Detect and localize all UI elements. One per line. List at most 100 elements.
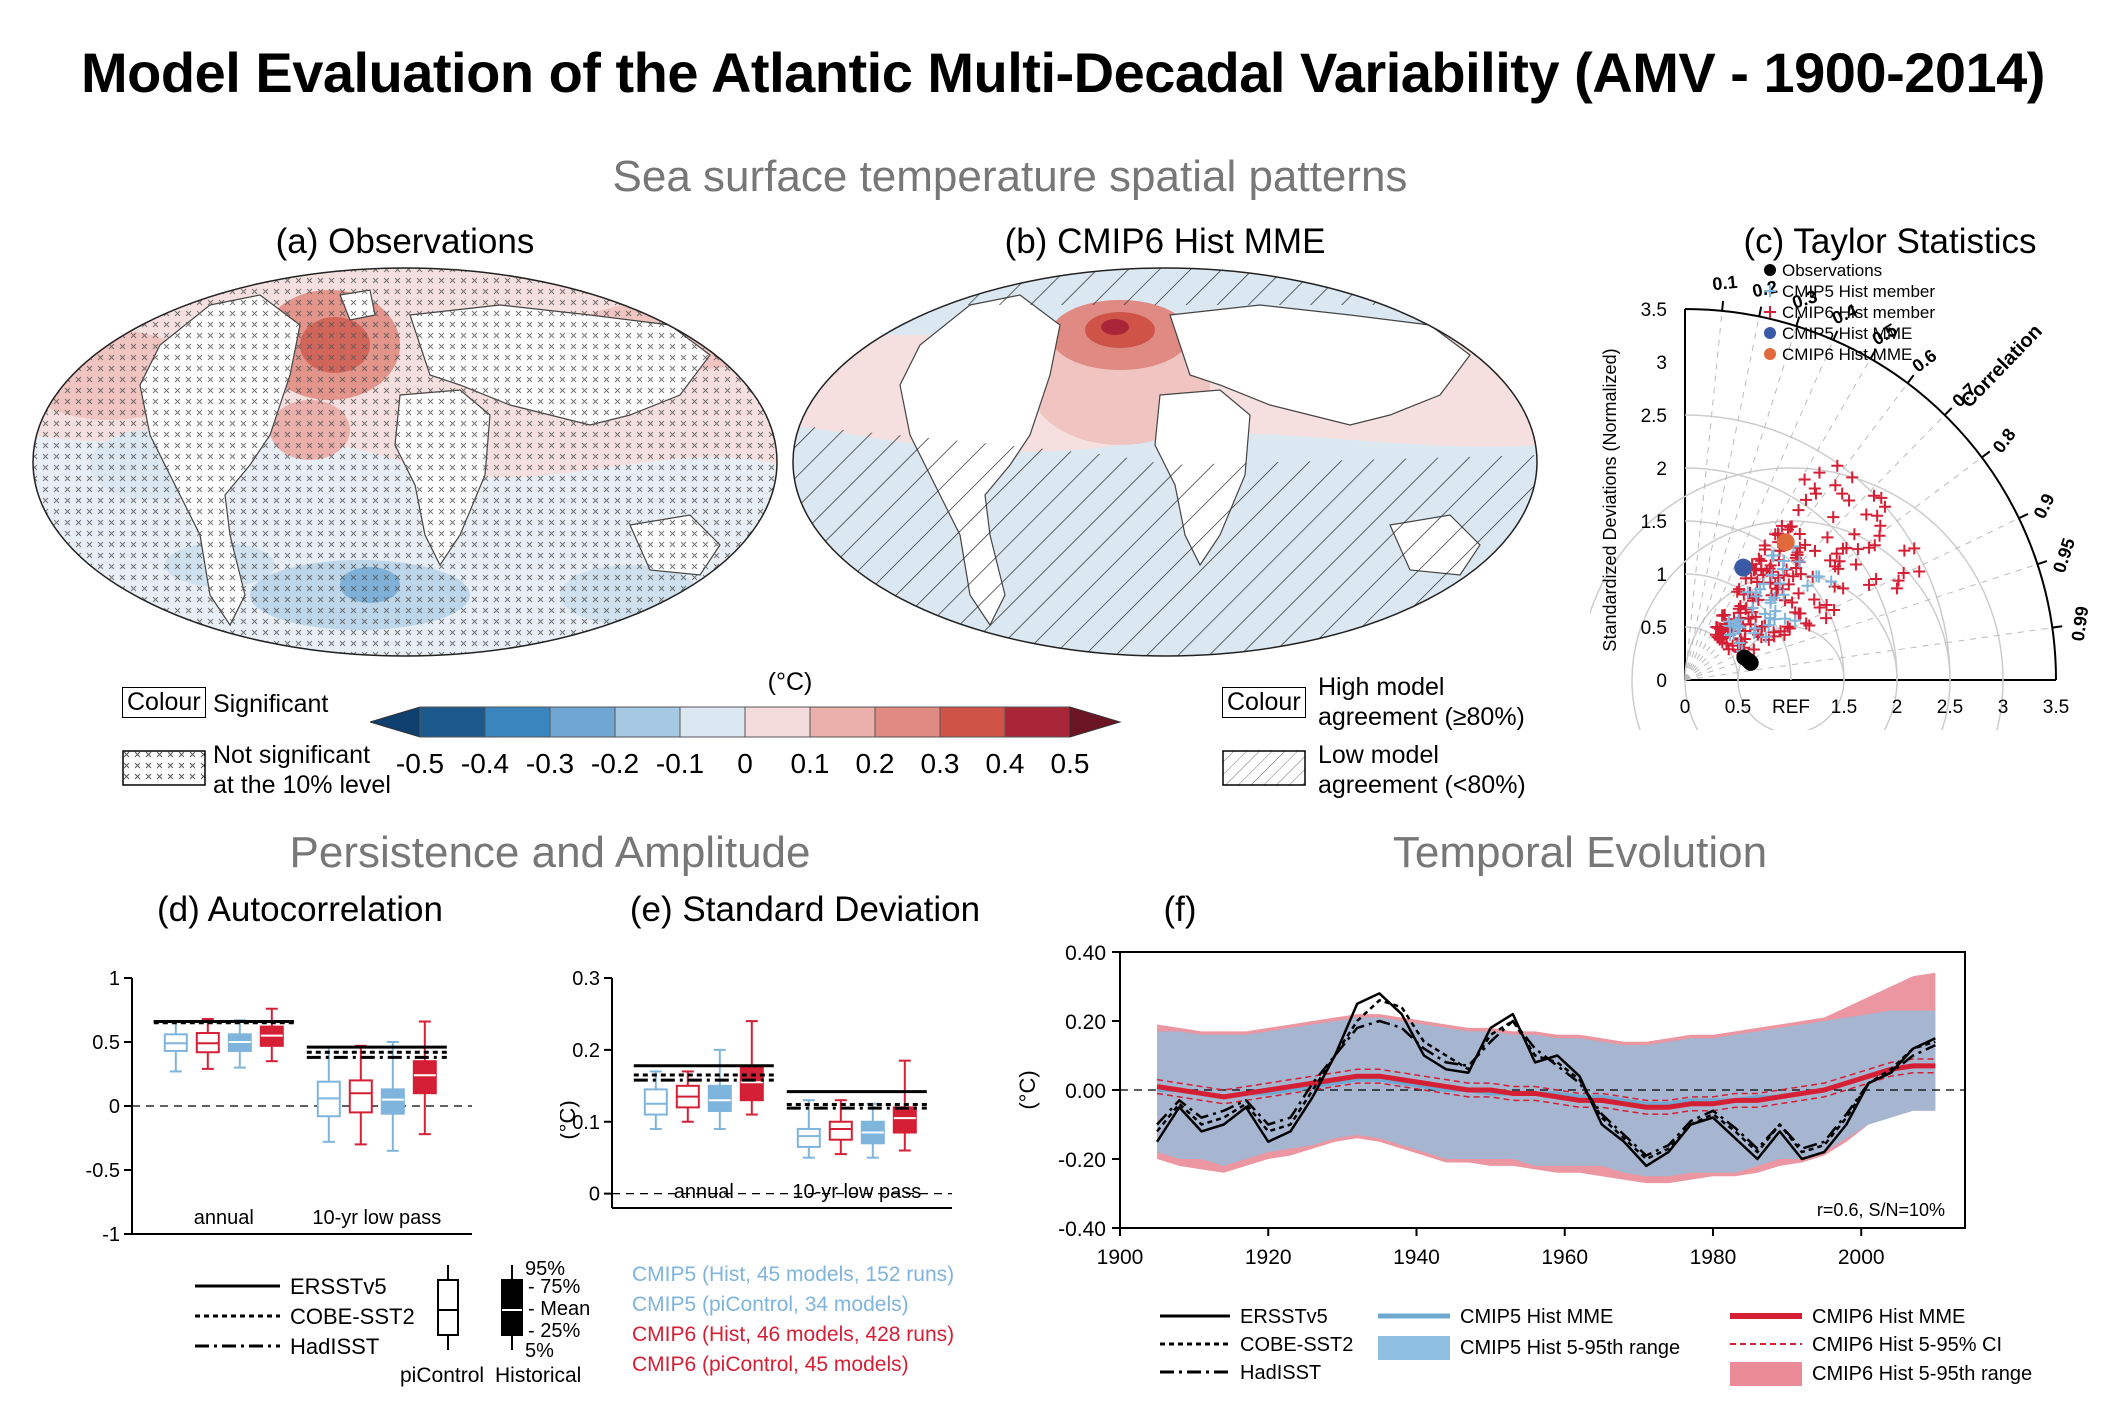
box-body [380, 1088, 405, 1115]
box-y-tick-label: 0.5 [92, 1032, 120, 1054]
taylor-corr-label: 0.6 [1908, 345, 1940, 376]
taylor-corr-label: 0.8 [1989, 425, 2020, 457]
f-y-label: (°C) [1015, 1070, 1040, 1109]
taylor-member-marker [1768, 613, 1781, 626]
taylor-member-marker [1722, 615, 1735, 628]
box-body [348, 1079, 373, 1114]
taylor-corr-line [1684, 325, 1797, 681]
taylor-member-marker [1746, 602, 1759, 615]
taylor-corr-tick [1981, 450, 1991, 459]
taylor-member-marker [1767, 549, 1780, 562]
taylor-member-marker [1820, 612, 1833, 625]
taylor-member-marker [1762, 619, 1775, 632]
taylor-y-tick: 1 [1656, 565, 1667, 586]
legend-obs-cobe: COBE-SST2 [290, 1304, 415, 1329]
panel-f-title: (f) [1163, 890, 1197, 929]
taylor-member-marker [1769, 528, 1782, 541]
taylor-member-marker [1843, 494, 1856, 507]
taylor-legend-label: CMIP6 Hist MME [1782, 345, 1912, 364]
legend-box-p95: 95% [525, 1258, 565, 1280]
legend-f-cmip5-range: CMIP5 Hist 5-95th range [1460, 1337, 1680, 1359]
colorbar-swatch-7 [874, 706, 941, 738]
colorbar-tick-label: 0.4 [986, 748, 1025, 779]
taylor-member-marker [1846, 471, 1859, 484]
legend-f-cmip6-range: CMIP6 Hist 5-95th range [1812, 1363, 2032, 1385]
taylor-x-tick: 2 [1892, 697, 1903, 718]
taylor-member-marker [1751, 576, 1764, 589]
taylor-corr-label: 0.95 [2049, 536, 2079, 576]
taylor-member-marker [1732, 602, 1745, 615]
taylor-member-marker [1851, 543, 1864, 556]
main-title: Model Evaluation of the Atlantic Multi-D… [81, 41, 2045, 104]
taylor-corr-tick [2052, 625, 2063, 629]
panel-d-title: (d) Autocorrelation [157, 890, 443, 929]
taylor-member-marker [1753, 552, 1766, 565]
taylor-cmip6-mme [1776, 533, 1795, 552]
section-title-spatial: Sea surface temperature spatial patterns [612, 152, 1408, 201]
taylor-y-tick: 0 [1656, 671, 1667, 692]
colorbar-swatch-3 [614, 706, 681, 738]
colorbar-arrow-low [370, 706, 421, 738]
legend-model-cmip5-pi: CMIP5 (piControl, 34 models) [632, 1293, 909, 1316]
taylor-corr-line [1684, 627, 2053, 681]
colorbar-swatch-5 [744, 706, 811, 738]
taylor-member-marker [1830, 547, 1843, 560]
taylor-corr-tick [2037, 560, 2048, 566]
taylor-member-marker [1821, 531, 1834, 544]
taylor-x-tick: 0.5 [1725, 697, 1751, 718]
colorbar-tick-label: 0.5 [1051, 748, 1090, 779]
taylor-member-marker [1755, 620, 1768, 633]
line-cmip6-ci-upper [1156, 1058, 1936, 1102]
legend-low-agreement: Low model agreement (<80%) [1318, 741, 1526, 799]
taylor-member-marker [1809, 487, 1822, 500]
taylor-member-marker [1875, 491, 1888, 504]
taylor-y-tick: 3.5 [1641, 300, 1667, 321]
box-body [412, 1060, 437, 1095]
taylor-member-marker [1808, 482, 1821, 495]
taylor-legend-marker [1764, 327, 1776, 339]
taylor-member-marker [1777, 588, 1790, 601]
taylor-member-marker [1764, 596, 1777, 609]
taylor-legend-label: CMIP5 Hist member [1782, 282, 1935, 301]
legend-box-p75: - 75% [528, 1276, 580, 1298]
taylor-member-marker [1776, 583, 1789, 596]
taylor-legend-label: CMIP6 Hist member [1782, 303, 1935, 322]
taylor-member-marker [1798, 473, 1811, 486]
map-cmip6-mme [792, 267, 1538, 657]
box-body [892, 1106, 917, 1134]
taylor-member-marker [1711, 631, 1724, 644]
taylor-member-marker [1836, 487, 1849, 500]
taylor-member-marker [1755, 554, 1768, 567]
taylor-y-tick: 2.5 [1641, 406, 1667, 427]
colorbar-tick-label: -0.2 [591, 748, 639, 779]
legend-observations-d-e: ERSSTv5 COBE-SST2 HadISST [195, 1274, 415, 1359]
legend-dhatch-swatch [1222, 750, 1306, 786]
taylor-member-marker [1773, 577, 1786, 590]
taylor-x-tick: 2.5 [1937, 697, 1963, 718]
taylor-rms-arc [1590, 467, 2004, 730]
taylor-member-marker [1829, 479, 1842, 492]
taylor-member-marker [1792, 504, 1805, 517]
taylor-member-marker [1898, 544, 1911, 557]
taylor-member-marker [1716, 609, 1729, 622]
taylor-member-marker [1792, 607, 1805, 620]
legend-box-mean: - Mean [528, 1298, 590, 1320]
taylor-member-marker [1829, 560, 1842, 573]
taylor-member-marker [1801, 579, 1814, 592]
chart-temporal-evolution: 0.40 0.20 0.00 -0.20 -0.40 1900 1920 1940 1960 19… [1015, 942, 1966, 1269]
section-title-persistence: Persistence and Amplitude [289, 828, 811, 877]
taylor-x-tick: 3 [1998, 697, 2009, 718]
colorbar-swatch-4 [679, 706, 746, 738]
legend-f-cmip6-ci: CMIP6 Hist 5-95% CI [1812, 1334, 2002, 1356]
box-body [643, 1088, 668, 1116]
box-y-tick-label: -1 [102, 1224, 120, 1246]
f-stats-label: r=0.6, S/N=10% [1817, 1200, 1945, 1220]
taylor-member-marker [1727, 627, 1740, 640]
taylor-corr-tick [1869, 349, 1877, 360]
taylor-legend-marker [1764, 348, 1776, 360]
taylor-member-marker [1750, 590, 1763, 603]
colorbar: -0.5 -0.4 -0.3 -0.2 -0.1 0 0.1 0.2 0.3 0.4 0.5 [370, 706, 1122, 779]
colorbar-tick-label: -0.5 [396, 748, 444, 779]
box-e-y-label: (°C) [560, 1100, 580, 1139]
taylor-outer-arc [1684, 308, 2057, 681]
